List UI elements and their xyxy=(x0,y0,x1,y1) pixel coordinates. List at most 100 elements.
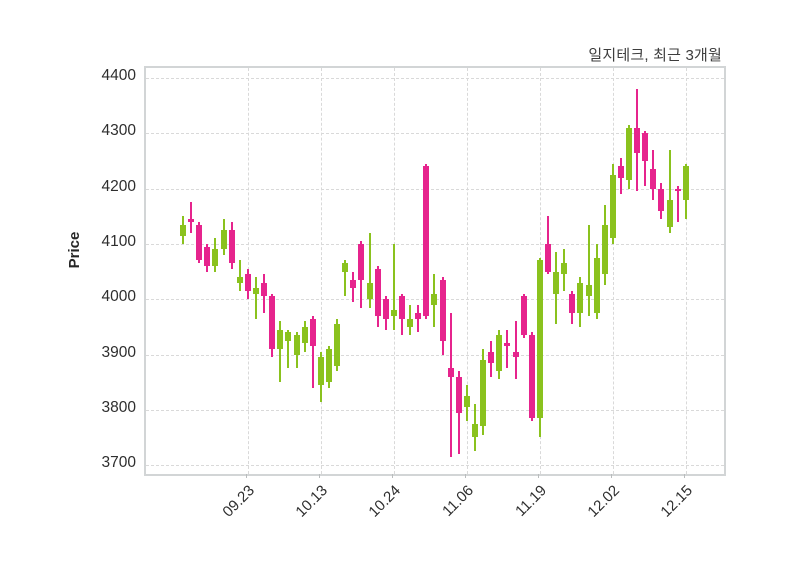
candle-body xyxy=(496,335,503,372)
candle-wick xyxy=(279,321,282,383)
candle-wick xyxy=(668,149,671,233)
candle-body xyxy=(642,133,649,161)
candle-wick xyxy=(368,232,371,308)
candle-wick xyxy=(254,277,257,319)
x-tick-mark-09.23 xyxy=(245,474,247,478)
candle-body xyxy=(244,274,251,291)
candle-body xyxy=(658,188,665,211)
candle-body xyxy=(471,423,478,438)
candle-body xyxy=(626,127,633,181)
candle-wick xyxy=(457,371,460,455)
candle-body xyxy=(650,169,657,189)
candle-body xyxy=(309,318,316,347)
candle-body xyxy=(334,324,341,366)
candle-wick xyxy=(392,243,395,330)
gridline-h-4300 xyxy=(146,133,724,135)
candle-wick xyxy=(676,185,679,222)
candle-body xyxy=(528,335,535,419)
candle-body xyxy=(261,282,268,297)
gridline-h-3900 xyxy=(146,354,724,356)
candle-body xyxy=(350,279,357,289)
x-tick-label-10.24: 10.24 xyxy=(365,482,404,521)
candle-body xyxy=(228,230,235,264)
gridline-v-12.02 xyxy=(612,68,614,474)
x-tick-label-12.15: 12.15 xyxy=(657,482,696,521)
candle-body xyxy=(220,230,227,250)
candle-body xyxy=(674,188,681,192)
candle-body xyxy=(358,243,365,280)
candle-wick xyxy=(587,224,590,316)
candle-body xyxy=(398,296,405,319)
candle-body xyxy=(317,357,324,385)
gridline-v-11.06 xyxy=(466,68,468,474)
candle-body xyxy=(285,332,292,341)
candle-body xyxy=(423,166,430,316)
candle-body xyxy=(269,296,276,349)
candle-body xyxy=(463,396,470,408)
candle-body xyxy=(617,166,624,178)
candle-wick xyxy=(344,260,347,297)
x-tick-mark-12.15 xyxy=(683,474,685,478)
candle-body xyxy=(325,348,332,383)
y-tick-label-3900: 3900 xyxy=(101,343,136,361)
candle-wick xyxy=(506,329,509,369)
x-tick-label-11.06: 11.06 xyxy=(439,482,477,520)
y-tick-label-4100: 4100 xyxy=(101,232,136,250)
candle-body xyxy=(366,282,373,300)
candle-body xyxy=(374,268,381,316)
candle-body xyxy=(455,376,462,413)
y-tick-label-4300: 4300 xyxy=(101,122,136,140)
candle-body xyxy=(666,199,673,228)
candle-body xyxy=(601,224,608,275)
gridline-h-4400 xyxy=(146,77,724,79)
candle-body xyxy=(634,127,641,153)
candle-body xyxy=(277,329,284,349)
candle-body xyxy=(212,249,219,267)
candle-body xyxy=(569,293,576,314)
y-axis-label: Price xyxy=(66,231,83,269)
x-tick-label-10.13: 10.13 xyxy=(292,482,331,521)
candle-body xyxy=(407,318,414,327)
x-tick-label-09.23: 09.23 xyxy=(219,482,258,521)
candle-body xyxy=(609,174,616,239)
x-tick-mark-12.02 xyxy=(610,474,612,478)
candle-body xyxy=(504,343,511,347)
y-tick-label-4000: 4000 xyxy=(101,288,136,306)
candle-body xyxy=(382,299,389,319)
candle-body xyxy=(236,277,243,283)
candle-body xyxy=(488,351,495,363)
candle-body xyxy=(188,219,195,222)
candle-body xyxy=(180,224,186,236)
candle-body xyxy=(196,224,203,261)
x-tick-mark-10.13 xyxy=(318,474,320,478)
candle-body xyxy=(342,263,349,272)
candle-body xyxy=(512,351,519,358)
candle-body xyxy=(431,293,438,305)
x-tick-mark-11.19 xyxy=(537,474,539,478)
candle-wick xyxy=(417,304,420,333)
candle-body xyxy=(553,271,560,294)
candle-body xyxy=(577,282,584,314)
candle-wick xyxy=(238,260,241,291)
candle-body xyxy=(561,263,568,275)
gridline-v-12.15 xyxy=(685,68,687,474)
y-tick-label-4400: 4400 xyxy=(101,66,136,84)
candle-body xyxy=(544,243,551,272)
candle-wick xyxy=(449,313,452,457)
x-tick-mark-11.06 xyxy=(464,474,466,478)
candle-body xyxy=(585,285,592,297)
candle-body xyxy=(293,335,300,355)
candle-body xyxy=(480,360,487,427)
candle-wick xyxy=(514,321,517,380)
y-tick-label-3700: 3700 xyxy=(101,454,136,472)
gridline-h-4200 xyxy=(146,188,724,190)
gridline-v-10.13 xyxy=(320,68,322,474)
candle-wick xyxy=(190,202,193,233)
y-tick-label-3800: 3800 xyxy=(101,398,136,416)
candle-body xyxy=(439,279,446,341)
candle-body xyxy=(520,296,527,336)
candle-body xyxy=(301,326,308,344)
gridline-h-4100 xyxy=(146,243,724,245)
candle-body xyxy=(390,310,397,316)
